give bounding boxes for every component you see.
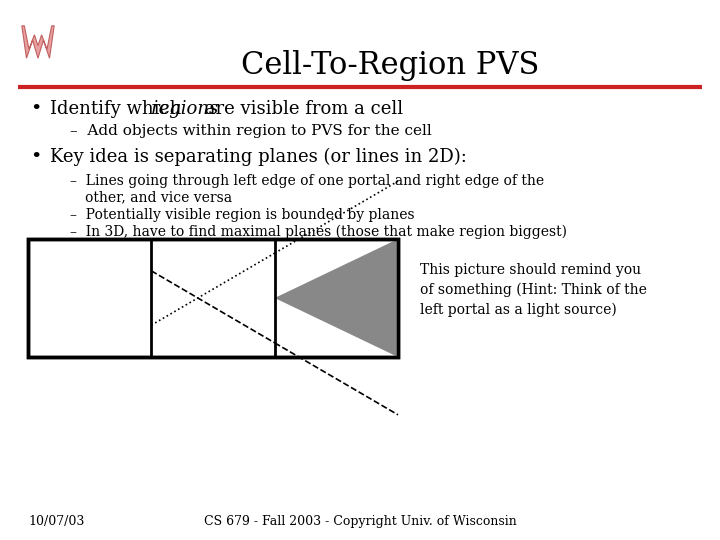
Text: Key idea is separating planes (or lines in 2D):: Key idea is separating planes (or lines …	[50, 148, 467, 166]
Text: other, and vice versa: other, and vice versa	[85, 190, 232, 204]
Text: Identify which: Identify which	[50, 100, 187, 118]
Polygon shape	[274, 239, 398, 357]
Polygon shape	[22, 26, 54, 58]
Text: 10/07/03: 10/07/03	[28, 515, 84, 528]
Text: –  Add objects within region to PVS for the cell: – Add objects within region to PVS for t…	[70, 124, 432, 138]
Text: are visible from a cell: are visible from a cell	[199, 100, 403, 118]
Text: CS 679 - Fall 2003 - Copyright Univ. of Wisconsin: CS 679 - Fall 2003 - Copyright Univ. of …	[204, 515, 516, 528]
Text: This picture should remind you
of something (Hint: Think of the
left portal as a: This picture should remind you of someth…	[420, 262, 647, 317]
Bar	[28, 239, 398, 357]
Bar	[28, 239, 398, 357]
Text: –  In 3D, have to find maximal planes (those that make region biggest): – In 3D, have to find maximal planes (th…	[70, 225, 567, 239]
Text: regions: regions	[151, 100, 220, 118]
Text: –  Lines going through left edge of one portal and right edge of the: – Lines going through left edge of one p…	[70, 174, 544, 188]
Text: Cell-To-Region PVS: Cell-To-Region PVS	[240, 50, 539, 81]
Text: •: •	[30, 100, 41, 118]
Text: –  Potentially visible region is bounded by planes: – Potentially visible region is bounded …	[70, 208, 415, 222]
Text: •: •	[30, 148, 41, 166]
